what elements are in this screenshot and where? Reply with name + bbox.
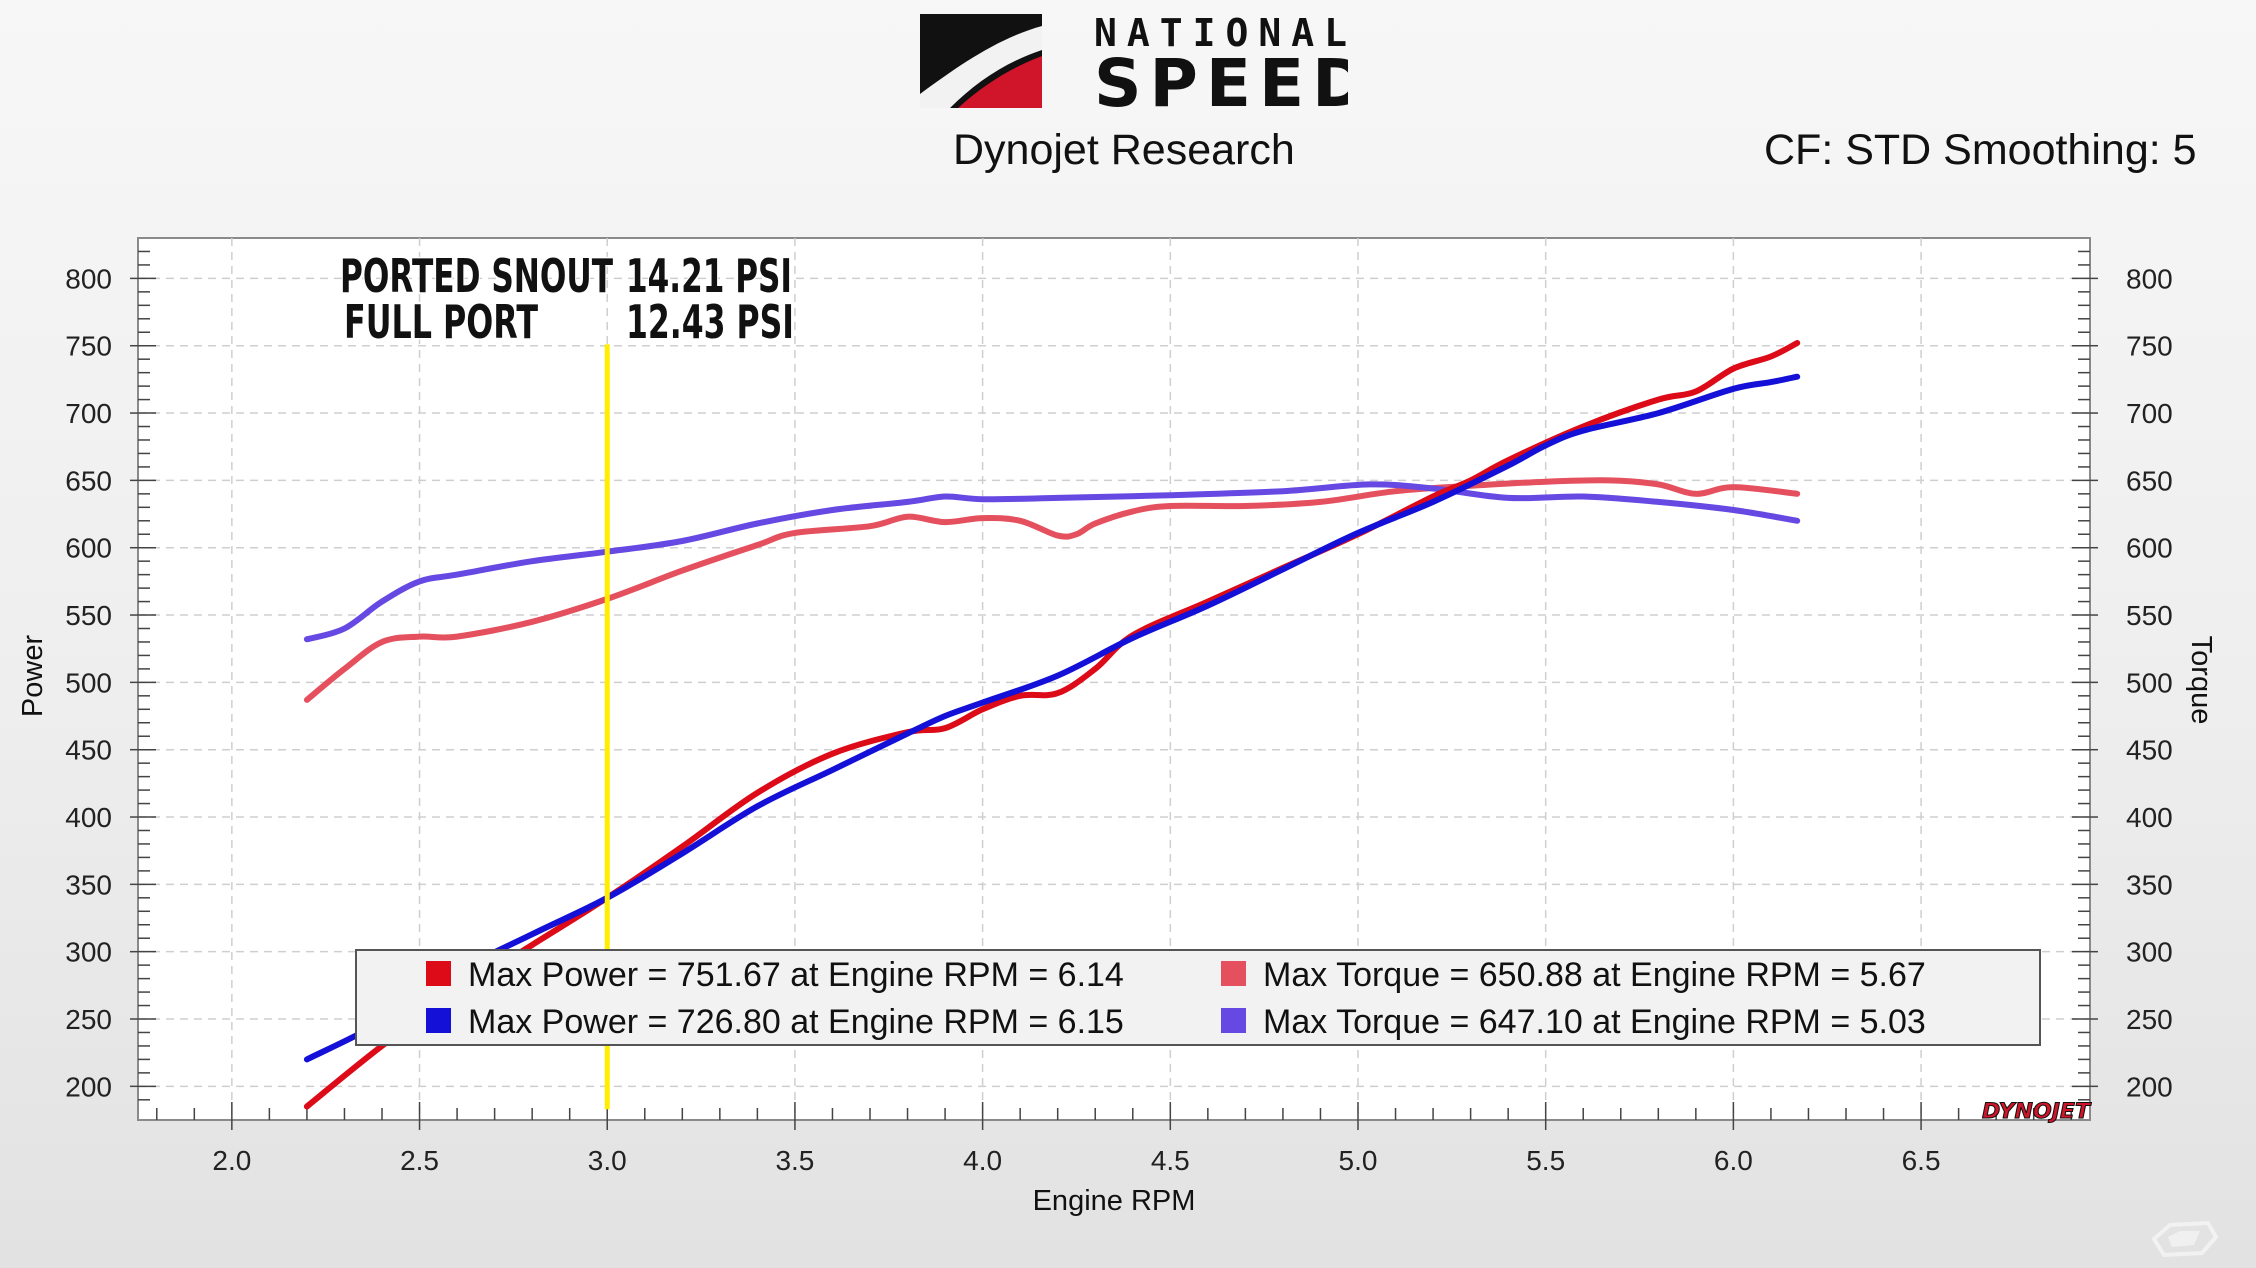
logo-text-top: NATIONAL (1094, 11, 1348, 55)
y-left-tick-label: 300 (65, 937, 112, 968)
logo-swoosh (920, 26, 1042, 108)
y-left-tick-label: 800 (65, 263, 112, 294)
legend-swatch-torque_fullport (1221, 1008, 1246, 1033)
series-line-torque_ported (303, 477, 1801, 703)
x-tick-label: 2.5 (400, 1145, 439, 1176)
y-right-tick-label: 250 (2126, 1004, 2173, 1035)
legend-swatch-power_ported (426, 961, 451, 986)
y-left-tick-label: 750 (65, 331, 112, 362)
x-tick-label: 4.0 (963, 1145, 1002, 1176)
series-line-torque_fullport (303, 481, 1801, 643)
channel-watermark-icon (2151, 1220, 2219, 1258)
y-right-tick-label: 650 (2126, 465, 2173, 496)
legend-box (355, 949, 2041, 1046)
x-tick-label: 3.5 (775, 1145, 814, 1176)
x-tick-label: 5.5 (1526, 1145, 1565, 1176)
x-tick-label: 2.0 (212, 1145, 251, 1176)
y-right-tick-label: 700 (2126, 398, 2173, 429)
x-tick-label: 4.5 (1151, 1145, 1190, 1176)
y-left-tick-label: 200 (65, 1071, 112, 1102)
y-left-tick-label: 600 (65, 533, 112, 564)
annotation-line1-label: PORTED SNOUT (340, 249, 613, 303)
x-tick-label: 6.5 (1902, 1145, 1941, 1176)
y-right-tick-label: 800 (2126, 263, 2173, 294)
legend-label-torque_fullport: Max Torque = 647.10 at Engine RPM = 5.03 (1263, 1003, 1926, 1041)
y-left-tick-label: 500 (65, 667, 112, 698)
y-left-tick-label: 650 (65, 465, 112, 496)
series-line-power_fullport (303, 373, 1801, 1063)
y-right-tick-label: 450 (2126, 735, 2173, 766)
y-right-tick-label: 600 (2126, 533, 2173, 564)
y-left-tick-label: 250 (65, 1004, 112, 1035)
y-axis-left-label: Power (17, 635, 49, 718)
smoothing-settings: CF: STD Smoothing: 5 (1764, 126, 2197, 174)
y-right-tick-label: 500 (2126, 667, 2173, 698)
logo-text-bottom: SPEED (1094, 45, 1348, 112)
watermark-inner (2168, 1231, 2200, 1247)
y-left-tick-label: 550 (65, 600, 112, 631)
annotation-line2-value: 12.43 PSI (626, 295, 794, 349)
y-left-tick-label: 450 (65, 735, 112, 766)
y-axis-right-label: Torque (2185, 636, 2217, 725)
legend: Max Power = 751.67 at Engine RPM = 6.14 M… (355, 949, 2041, 1046)
legend-label-power_ported: Max Power = 751.67 at Engine RPM = 6.14 (468, 956, 1124, 994)
minor-ticks (138, 250, 2090, 1120)
chart-subtitle: Dynojet Research (953, 126, 1295, 174)
legend-label-torque_ported: Max Torque = 650.88 at Engine RPM = 5.67 (1263, 956, 1926, 994)
y-right-tick-label: 400 (2126, 802, 2173, 833)
logo-red-field (958, 56, 1042, 108)
x-tick-label: 5.0 (1339, 1145, 1378, 1176)
y-left-tick-label: 350 (65, 869, 112, 900)
y-right-tick-label: 200 (2126, 1071, 2173, 1102)
legend-swatch-power_fullport (426, 1008, 451, 1033)
legend-label-power_fullport: Max Power = 726.80 at Engine RPM = 6.15 (468, 1003, 1124, 1041)
y-axis-left: 200 250 300 350 400 450 500 550 600 650 700 750 800 (65, 263, 138, 1102)
x-tick-label: 3.0 (588, 1145, 627, 1176)
annotation-line1-value: 14.21 PSI (626, 249, 792, 303)
y-axis-right: 200 250 300 350 400 450 500 550 600 650 700 750 800 (2090, 263, 2173, 1102)
watermark-shape (2151, 1220, 2219, 1258)
dynojet-brand: DYNOJET (1982, 1099, 2092, 1123)
y-left-tick-label: 700 (65, 398, 112, 429)
y-right-tick-label: 300 (2126, 937, 2173, 968)
x-axis: 2.0 2.5 3.0 3.5 4.0 4.5 5.0 5.5 6.0 6.5 (212, 1120, 1941, 1176)
annotation-line2-label: FULL PORT (344, 295, 538, 349)
y-right-tick-label: 750 (2126, 331, 2173, 362)
y-right-tick-label: 550 (2126, 600, 2173, 631)
x-axis-label: Engine RPM (1033, 1185, 1196, 1217)
x-tick-label: 6.0 (1714, 1145, 1753, 1176)
national-speed-logo: NATIONAL SPEED (920, 11, 1348, 112)
y-left-tick-label: 400 (65, 802, 112, 833)
legend-swatch-torque_ported (1221, 961, 1246, 986)
y-right-tick-label: 350 (2126, 869, 2173, 900)
